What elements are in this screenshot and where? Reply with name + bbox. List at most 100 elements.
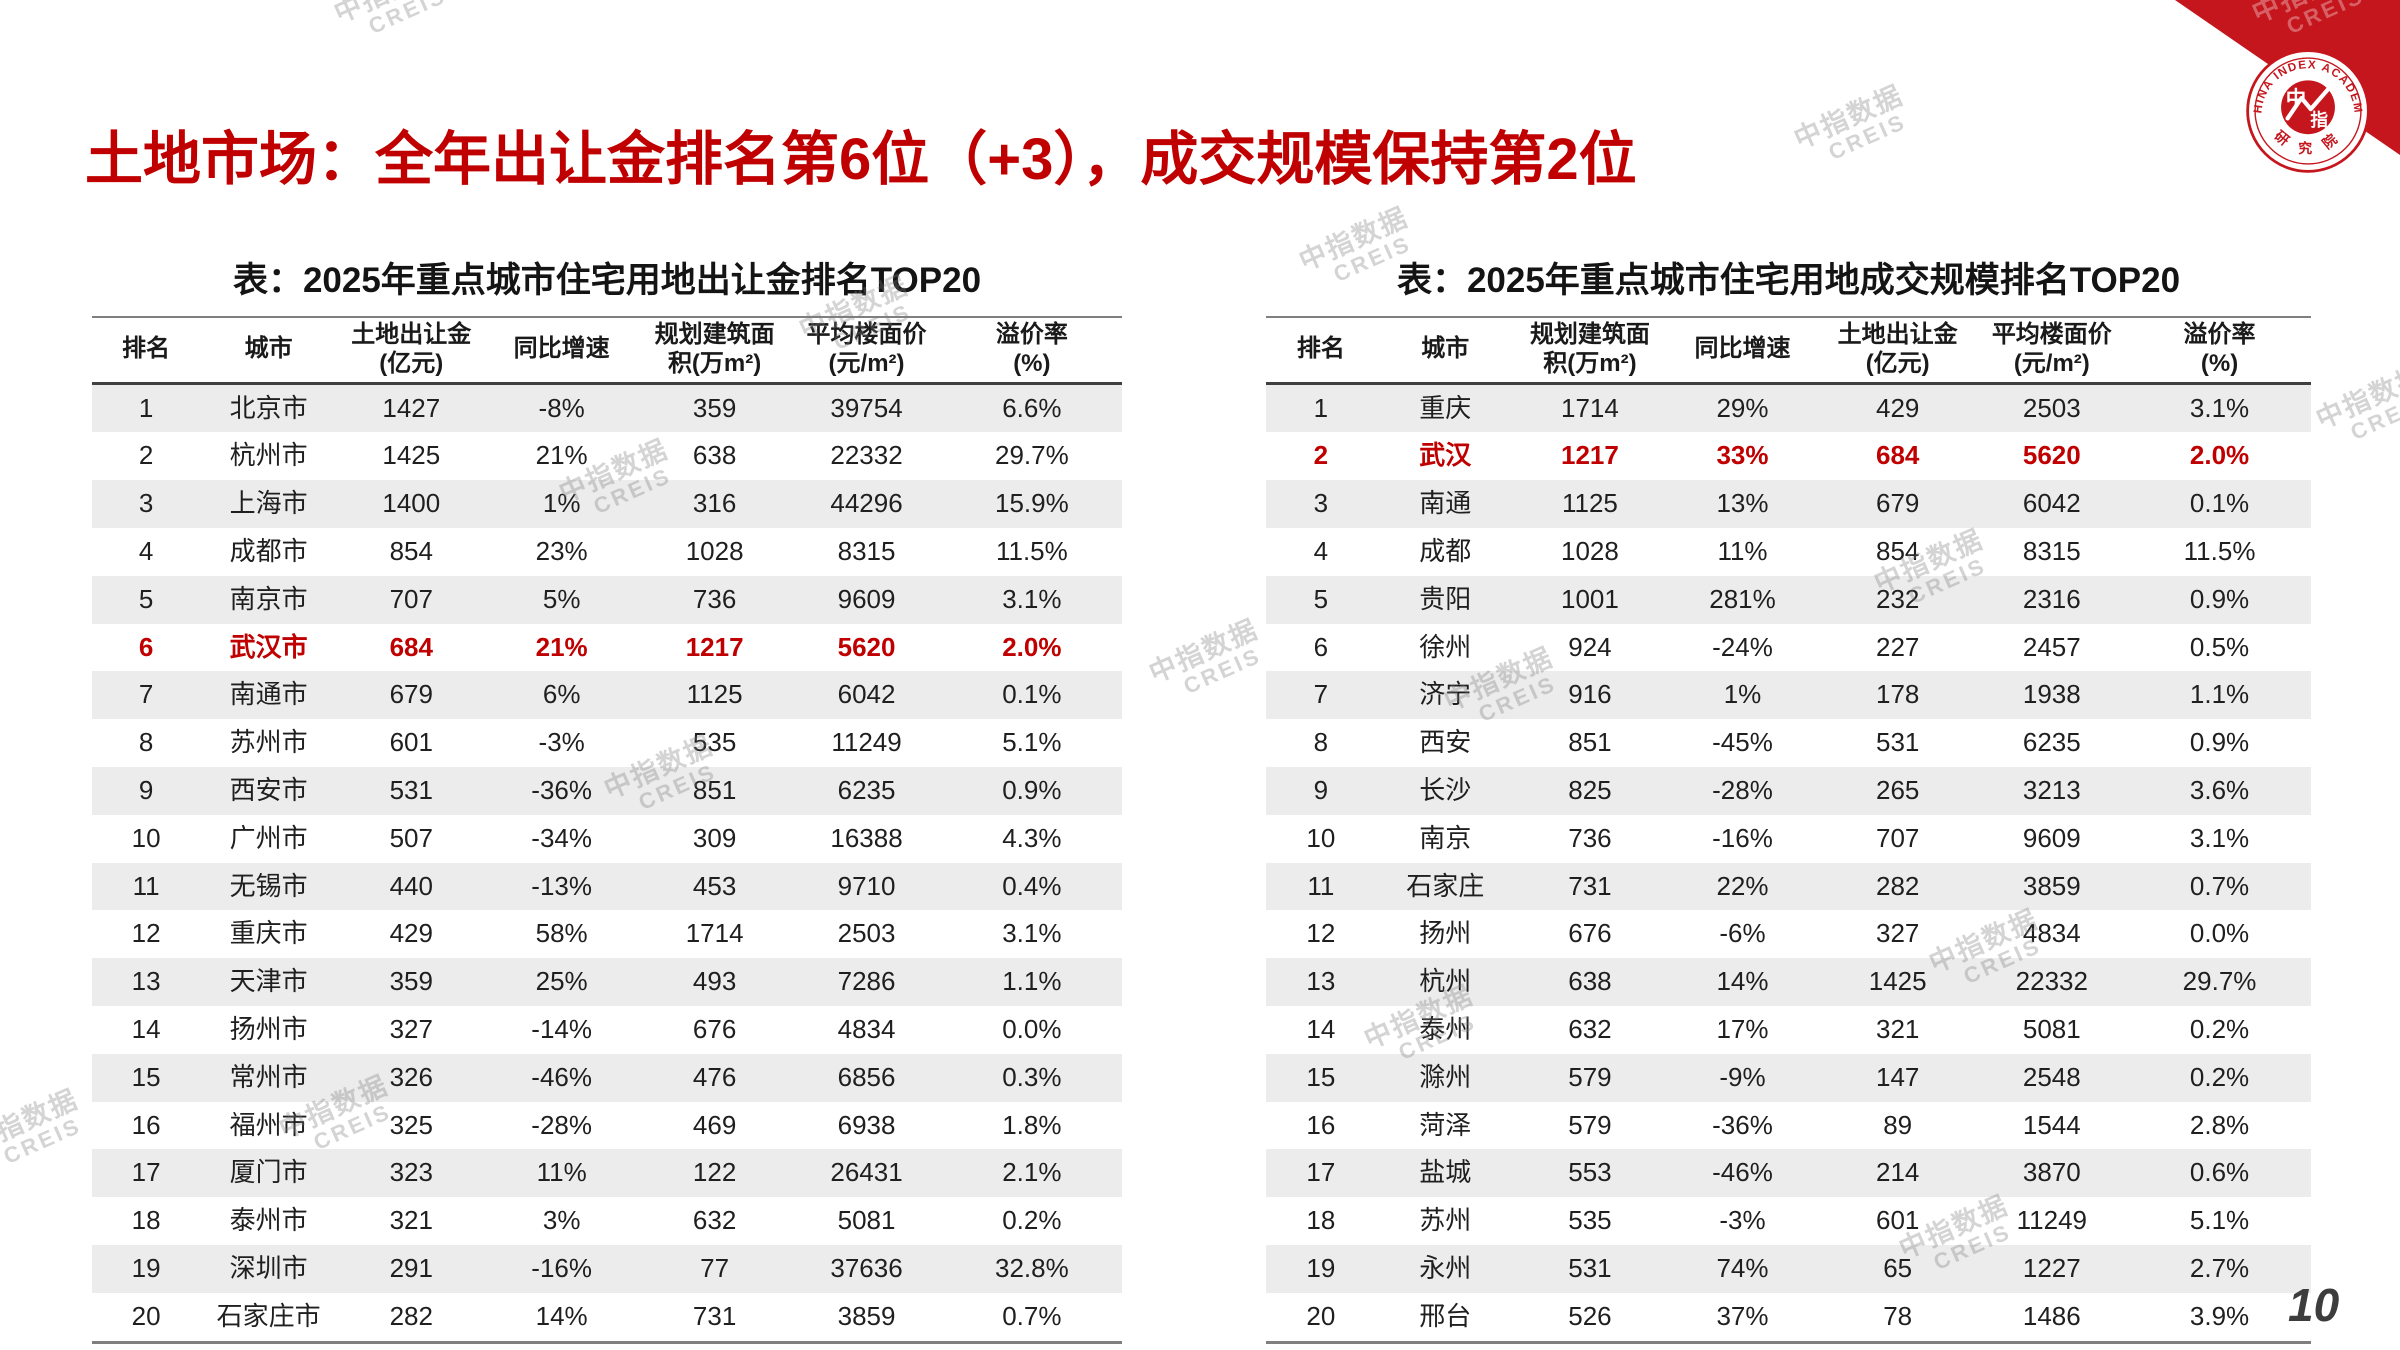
table-cell: 0.3% — [1002, 1061, 1062, 1092]
table-cell: 3.1% — [2189, 822, 2250, 853]
table-cell: 15 — [1306, 1061, 1336, 1092]
table-cell: 526 — [1568, 1300, 1612, 1331]
table-cell: 21% — [535, 440, 588, 471]
table-cell: 广州市 — [229, 822, 308, 853]
table-cell: 3859 — [2022, 870, 2081, 901]
table-row: 10 广州市 507 -34% 309 16388 4.3% — [92, 815, 1122, 863]
table-cell: 1217 — [685, 631, 744, 662]
table-cell: 13 — [131, 966, 161, 997]
table-cell: -9% — [1719, 1061, 1766, 1092]
table-cell: 638 — [692, 440, 737, 471]
column-header: 规划建筑面 积(万m²) — [1529, 321, 1650, 377]
table-cell: -16% — [531, 1252, 592, 1283]
table-cell: 29.7% — [994, 440, 1069, 471]
table-cell: 16 — [1306, 1109, 1336, 1140]
table-cell: 0.2% — [2189, 1013, 2250, 1044]
table-cell: 14 — [131, 1013, 161, 1044]
table-cell: 736 — [692, 583, 737, 614]
table-row: 3 南通 1125 13% 679 6042 0.1% — [1266, 480, 2311, 528]
table-cell: 南通 — [1419, 488, 1472, 519]
table-row: 17 盐城 553 -46% 214 3870 0.6% — [1266, 1149, 2311, 1198]
table-row: 12 重庆市 429 58% 1714 2503 3.1% — [92, 910, 1122, 958]
table-cell: 1938 — [2022, 679, 2081, 710]
table-cell: 9609 — [837, 583, 896, 614]
table-cell: 476 — [692, 1061, 737, 1092]
table-cell: 2.8% — [2189, 1109, 2250, 1140]
table-cell: 5.1% — [2189, 1205, 2250, 1236]
table-cell: 39754 — [830, 392, 903, 423]
table-cell: 11% — [1717, 535, 1768, 566]
table-cell: 4834 — [837, 1013, 896, 1044]
table-cell: -14% — [531, 1013, 592, 1044]
table-cell: -36% — [1712, 1109, 1773, 1140]
table-cell: 32.8% — [994, 1252, 1069, 1283]
table-cell: 9 — [1313, 774, 1329, 805]
table-cell: 851 — [692, 774, 737, 805]
table-cell: 1% — [1723, 679, 1762, 710]
table-row: 17 厦门市 323 11% 122 26431 2.1% — [92, 1149, 1122, 1198]
svg-text:中: 中 — [2286, 86, 2306, 110]
table-cell: 福州市 — [229, 1109, 308, 1140]
table-cell: 贵阳 — [1419, 583, 1472, 614]
table-cell: 上海市 — [229, 488, 308, 519]
table-cell: 菏泽 — [1419, 1109, 1472, 1140]
table-cell: 17 — [1306, 1157, 1336, 1188]
table-cell: 13 — [1306, 966, 1336, 997]
table-cell: 西安市 — [229, 774, 308, 805]
column-header: 平均楼面价 (元/m²) — [1991, 321, 2112, 377]
table-cell: 916 — [1568, 679, 1612, 710]
table-cell: 1001 — [1561, 583, 1619, 614]
table-cell: 3.9% — [2189, 1300, 2250, 1331]
table-cell: 309 — [692, 822, 737, 853]
table-row: 15 常州市 326 -46% 476 6856 0.3% — [92, 1053, 1122, 1102]
table-cell: 632 — [692, 1205, 737, 1236]
table-cell: 684 — [389, 631, 433, 662]
table-cell: 3213 — [2022, 774, 2081, 805]
table-cell: 4834 — [2022, 918, 2081, 949]
table-cell: 601 — [389, 727, 433, 758]
table-cell: 0.2% — [1002, 1205, 1062, 1236]
table-cell: 0.9% — [2189, 583, 2250, 614]
table-cell: 15 — [131, 1061, 161, 1092]
table-row: 15 滁州 579 -9% 147 2548 0.2% — [1266, 1053, 2311, 1102]
table-cell: 18 — [131, 1205, 161, 1236]
column-header: 土地出让金 (亿元) — [351, 321, 472, 377]
right-table-caption: 表：2025年重点城市住宅用地成交规模排名TOP20 — [1396, 261, 2181, 300]
table-cell: 11 — [1307, 870, 1335, 901]
table-cell: 7 — [138, 679, 154, 710]
table-cell: 10 — [1306, 822, 1336, 853]
column-header: 排名 — [122, 335, 171, 363]
table-cell: 2.1% — [1002, 1157, 1062, 1188]
table-cell: 0.0% — [2189, 918, 2250, 949]
table-cell: 14 — [1306, 1013, 1336, 1044]
table-cell: 6235 — [2022, 727, 2081, 758]
table-cell: 厦门市 — [229, 1157, 308, 1188]
table-cell: 6856 — [837, 1061, 896, 1092]
table-row: 8 苏州市 601 -3% 535 11249 5.1% — [92, 719, 1122, 767]
table-cell: 453 — [692, 870, 737, 901]
table-header-row: 排名 城市 规划建筑面 积(万m²) 同比增速 土地出让金 (亿元) 平均楼面价 (元/m… — [1266, 317, 2311, 384]
table-cell: 579 — [1568, 1109, 1612, 1140]
table-cell: 7286 — [837, 966, 896, 997]
table-cell: 11.5% — [2183, 535, 2256, 566]
table-cell: 553 — [1568, 1157, 1612, 1188]
table-cell: 22332 — [830, 440, 903, 471]
table-cell: 535 — [692, 727, 737, 758]
table-cell: 707 — [1875, 822, 1920, 853]
table-cell: 8 — [138, 727, 154, 758]
table-cell: 214 — [1875, 1157, 1920, 1188]
table-cell: 成都市 — [229, 535, 308, 566]
table-cell: 5 — [1313, 583, 1329, 614]
table-cell: -34% — [531, 822, 592, 853]
column-header: 平均楼面价 (元/m²) — [806, 321, 927, 377]
land-transfer-fee-ranking-table: 排名 城市 土地出让金 (亿元) 同比增速 规划建筑面 积(万m²) 平均楼面价 (元/m… — [92, 316, 1122, 1344]
table-cell: 327 — [1875, 918, 1920, 949]
table-cell: 122 — [692, 1157, 737, 1188]
table-cell: 1714 — [1561, 392, 1619, 423]
table-row: 14 泰州 632 17% 321 5081 0.2% — [1266, 1006, 2311, 1054]
column-header: 规划建筑面 积(万m²) — [654, 321, 775, 377]
table-cell: 44296 — [830, 488, 903, 519]
table-cell: 89 — [1883, 1109, 1913, 1140]
